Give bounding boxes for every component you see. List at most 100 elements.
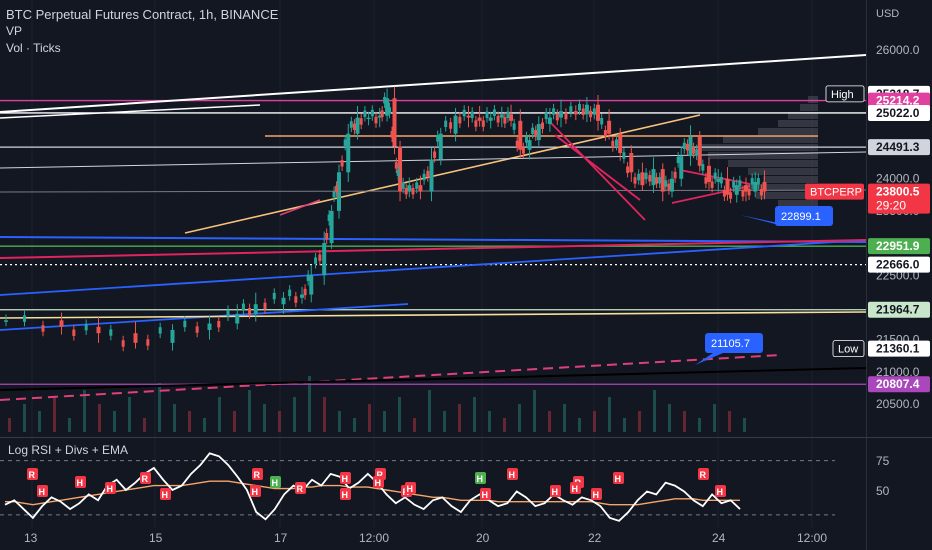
volume-bar (683, 411, 686, 432)
candle-body (704, 177, 708, 184)
candle-body (531, 127, 535, 135)
volume-bar (728, 411, 731, 432)
divergence-marker-label: R (254, 470, 261, 480)
candle-body (524, 136, 528, 143)
volume-bar (503, 418, 506, 432)
trend-line (549, 121, 646, 221)
candle-body (453, 115, 458, 134)
price-badge-label: BTCPERP (810, 187, 862, 199)
volume-profile-bar (748, 168, 818, 175)
candle-body (685, 143, 689, 151)
candle-body (390, 131, 394, 138)
volume-ticks-indicator[interactable]: Vol · Ticks (6, 41, 61, 55)
volume-bar (383, 411, 386, 432)
divergence-marker-bg (373, 476, 384, 488)
divergence-marker-bg (340, 472, 351, 484)
candle-body (418, 185, 423, 192)
price-tick-label: 21000.0 (876, 365, 920, 379)
divergence-marker-label: H (552, 487, 559, 497)
rsi-divergence-marker: H (340, 472, 351, 484)
candle-body (660, 169, 665, 192)
candle-body (633, 177, 637, 184)
candle-body (433, 151, 437, 158)
candle-body (506, 111, 510, 119)
candle-body (422, 173, 426, 181)
candle-body (444, 120, 448, 128)
divergence-marker-label: H (509, 470, 516, 480)
rsi-divergence-marker: H (507, 468, 518, 480)
candle-body (569, 106, 573, 113)
candle-body (253, 304, 258, 314)
volume-bar (548, 411, 551, 432)
candle-body (667, 183, 671, 191)
divergence-marker-bg (252, 468, 263, 480)
candle-body (747, 189, 751, 196)
rsi-indicator-title[interactable]: Log RSI + Divs + EMA (8, 443, 129, 457)
rsi-level-label: 75 (876, 454, 890, 468)
volume-bar (458, 404, 461, 432)
candle-body (732, 181, 736, 188)
candle-body (741, 190, 745, 197)
volume-bar (53, 397, 56, 432)
divergence-marker-bg (340, 488, 351, 500)
time-tick-label: 20 (476, 531, 490, 545)
candle-body (603, 130, 607, 137)
rsi-divergence-marker: R (252, 468, 263, 480)
rsi-divergence-marker: H (405, 482, 416, 494)
candle-body (738, 180, 742, 187)
volume-bar (8, 418, 11, 432)
volume-bar (338, 411, 341, 432)
candle-body (133, 333, 138, 343)
volume-bar (248, 390, 251, 432)
divergence-marker-label: H (342, 490, 349, 500)
rsi-divergence-marker: H (570, 482, 581, 494)
candle-body (581, 108, 585, 116)
candle-body (713, 172, 717, 180)
time-tick-label: 12:00 (797, 531, 827, 545)
candle-body (314, 257, 318, 264)
divergence-marker-label: H (107, 484, 114, 494)
candle-body (474, 120, 478, 127)
candle-body (655, 177, 659, 184)
volume-bar (473, 397, 476, 432)
candle-body (207, 323, 212, 330)
candle-body (217, 320, 221, 328)
rsi-divergence-marker: H (270, 476, 281, 488)
candle-body (72, 329, 76, 336)
candle-body (241, 303, 245, 311)
candle-body (59, 320, 64, 327)
volume-profile-indicator[interactable]: VP (6, 24, 23, 38)
candle-body (343, 139, 347, 146)
trend-line (279, 199, 321, 216)
candle-body (592, 108, 596, 115)
price-axis-badge: 25022.0 (868, 104, 930, 121)
time-tick-label: 12:00 (359, 531, 389, 545)
divergence-marker-bg (507, 468, 518, 480)
divergence-marker-label: H (572, 484, 579, 494)
volume-bar (203, 418, 206, 432)
time-tick-label: 17 (274, 531, 288, 545)
volume-bar (158, 383, 161, 432)
price-badge-bg (868, 256, 930, 273)
volume-bar (38, 411, 41, 432)
candle-body (547, 117, 552, 125)
candle-body (670, 178, 674, 192)
divergence-marker-label: H (477, 474, 484, 484)
volume-profile-bar (778, 200, 818, 207)
candle-body (388, 107, 392, 114)
divergence-marker-label: H (162, 490, 169, 500)
candle-body (401, 182, 405, 189)
candle-body (300, 294, 304, 298)
candle-body (146, 339, 150, 346)
divergence-marker-label: R (377, 470, 384, 480)
panel-separator[interactable] (0, 437, 932, 438)
price-callout: 22899.1 (740, 206, 833, 226)
candle-body (722, 190, 726, 197)
volume-profile-bar (746, 184, 818, 191)
divergence-marker-label: R (700, 470, 707, 480)
divergence-marker-bg (295, 482, 306, 494)
callout-bg (775, 206, 833, 226)
volume-bar (563, 404, 566, 432)
candle-body (762, 181, 767, 192)
